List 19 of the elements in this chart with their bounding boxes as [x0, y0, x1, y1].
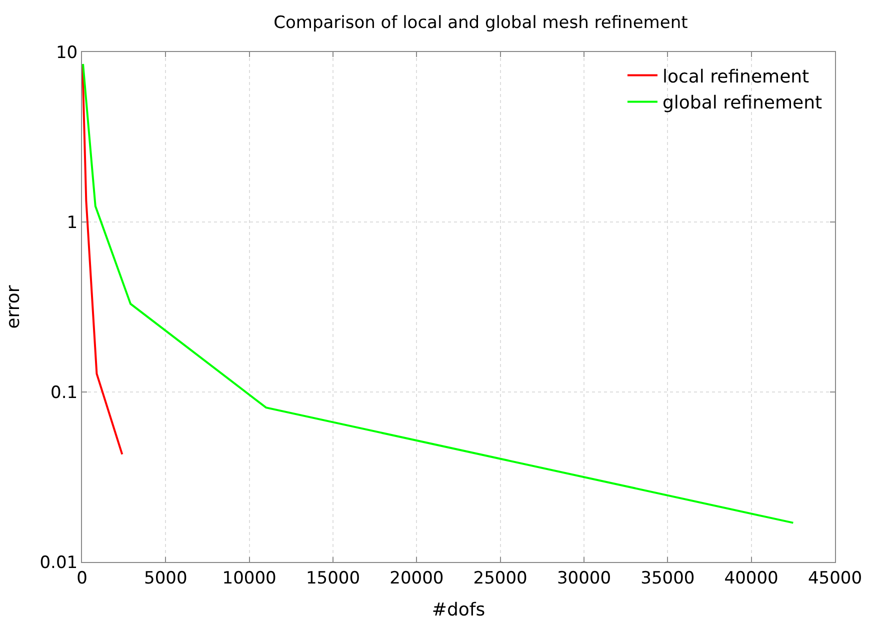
chart-title: Comparison of local and global mesh refinement — [274, 12, 688, 33]
x-axis-title: #dofs — [432, 600, 486, 620]
x-tick-label: 40000 — [724, 568, 778, 588]
x-tick-label: 5000 — [144, 568, 188, 588]
legend-label: local refinement — [662, 66, 810, 88]
y-axis-title: error — [2, 284, 24, 329]
y-tick-label: 10 — [56, 42, 78, 63]
legend-label: global refinement — [662, 92, 822, 114]
x-tick-label: 45000 — [808, 568, 862, 588]
x-tick-label: 15000 — [306, 568, 360, 588]
y-tick-label: 0.1 — [50, 382, 78, 403]
x-tick-label: 10000 — [222, 568, 276, 588]
x-tick-label: 35000 — [640, 568, 695, 588]
y-tick-label: 0.01 — [40, 552, 78, 573]
x-tick-label: 30000 — [556, 568, 612, 588]
y-tick-label: 1 — [66, 212, 78, 233]
x-tick-label: 0 — [76, 568, 88, 588]
x-tick-label: 20000 — [390, 568, 444, 588]
x-tick-label: 25000 — [473, 568, 528, 588]
